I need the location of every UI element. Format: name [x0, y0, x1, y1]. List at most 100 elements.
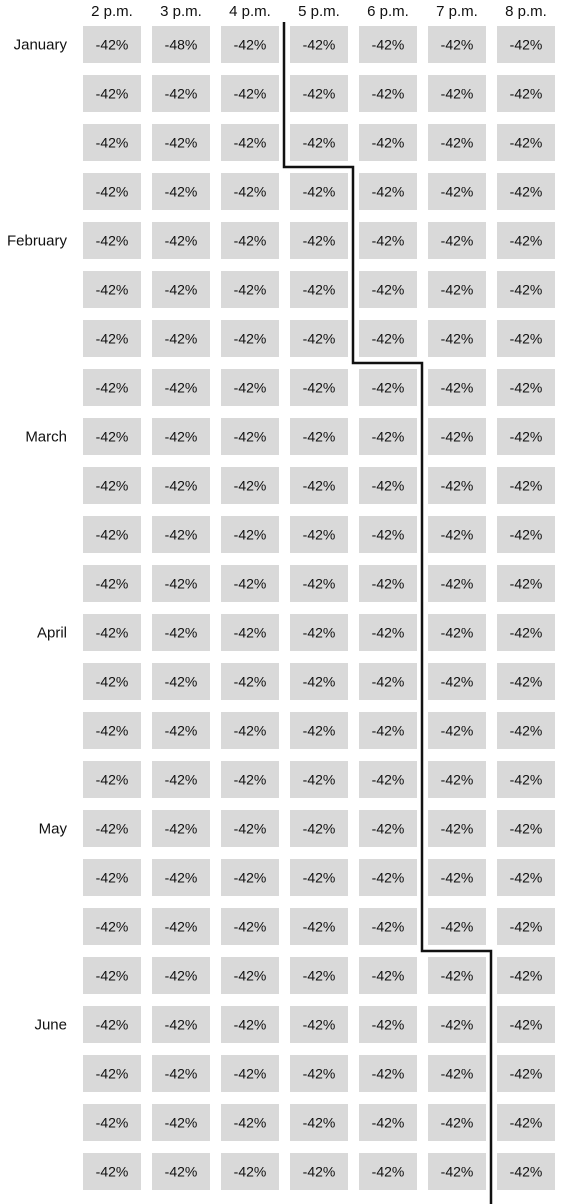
heatmap-cell: -42%	[497, 1006, 555, 1043]
cell-background	[359, 1055, 417, 1092]
heatmap-cell: -42%	[152, 565, 210, 602]
cell-background	[428, 761, 486, 798]
cell-background	[221, 320, 279, 357]
cell-value: -42%	[510, 380, 543, 396]
cell-value: -42%	[441, 968, 474, 984]
heatmap-cells: -42% -48% -42% -42% -42% -42% -42% -42% -42% -42%…	[83, 26, 555, 1190]
cell-background	[290, 124, 348, 161]
cell-value: -42%	[441, 821, 474, 837]
cell-value: -42%	[372, 331, 405, 347]
cell-background	[83, 565, 141, 602]
cell-value: -42%	[234, 478, 267, 494]
column-label: 8 p.m.	[505, 3, 547, 20]
cell-value: -42%	[165, 968, 198, 984]
cell-value: -42%	[165, 723, 198, 739]
boundary-line	[282, 22, 493, 1204]
cell-background	[290, 1104, 348, 1141]
heatmap-cell: -42%	[497, 565, 555, 602]
cell-value: -42%	[441, 478, 474, 494]
cell-background	[152, 810, 210, 847]
cell-value: -42%	[441, 576, 474, 592]
heatmap-cell: -42%	[359, 320, 417, 357]
heatmap-cell: -42%	[290, 1006, 348, 1043]
heatmap-cell: -42%	[359, 516, 417, 553]
cell-value: -42%	[234, 674, 267, 690]
heatmap-cell: -42%	[83, 75, 141, 112]
cell-value: -42%	[372, 772, 405, 788]
heatmap-cell: -42%	[221, 75, 279, 112]
heatmap-cell: -42%	[152, 369, 210, 406]
cell-background	[359, 271, 417, 308]
cell-background	[428, 1055, 486, 1092]
cell-value: -42%	[303, 37, 336, 53]
cell-value: -42%	[303, 674, 336, 690]
cell-background	[428, 957, 486, 994]
heatmap-cell: -42%	[359, 565, 417, 602]
cell-background	[428, 26, 486, 63]
cell-value: -42%	[441, 1164, 474, 1180]
column-label: 7 p.m.	[436, 3, 478, 20]
cell-value: -42%	[372, 870, 405, 886]
cell-value: -42%	[510, 429, 543, 445]
cell-value: -42%	[441, 1115, 474, 1131]
heatmap-cell: -42%	[221, 712, 279, 749]
heatmap-cell: -42%	[497, 810, 555, 847]
cell-background	[152, 271, 210, 308]
cell-value: -42%	[165, 86, 198, 102]
heatmap-cell: -42%	[359, 810, 417, 847]
cell-background	[221, 712, 279, 749]
heatmap-cell: -42%	[290, 810, 348, 847]
cell-value: -42%	[165, 135, 198, 151]
cell-background	[83, 1006, 141, 1043]
cell-background	[83, 957, 141, 994]
heatmap-cell: -42%	[290, 222, 348, 259]
heatmap-cell: -42%	[497, 320, 555, 357]
cell-value: -42%	[165, 184, 198, 200]
heatmap-cell: -42%	[359, 369, 417, 406]
cell-background	[152, 761, 210, 798]
cell-background	[290, 859, 348, 896]
cell-background	[428, 1006, 486, 1043]
cell-background	[497, 614, 555, 651]
heatmap-cell: -42%	[290, 467, 348, 504]
cell-value: -42%	[372, 1017, 405, 1033]
cell-background	[428, 124, 486, 161]
cell-background	[497, 1104, 555, 1141]
heatmap-cell: -42%	[428, 271, 486, 308]
heatmap-cell: -42%	[497, 124, 555, 161]
column-label: 5 p.m.	[298, 3, 340, 20]
cell-background	[290, 565, 348, 602]
heatmap-cell: -42%	[359, 614, 417, 651]
cell-value: -42%	[372, 429, 405, 445]
cell-background	[428, 712, 486, 749]
cell-value: -42%	[510, 478, 543, 494]
cell-background	[152, 516, 210, 553]
heatmap-cell: -42%	[221, 320, 279, 357]
cell-background	[497, 75, 555, 112]
heatmap-cell: -42%	[221, 222, 279, 259]
heatmap-cell: -42%	[221, 467, 279, 504]
cell-background	[83, 614, 141, 651]
cell-value: -42%	[303, 821, 336, 837]
cell-background	[221, 222, 279, 259]
cell-background	[290, 467, 348, 504]
cell-background	[497, 1153, 555, 1190]
cell-value: -42%	[234, 282, 267, 298]
cell-background	[152, 26, 210, 63]
cell-value: -42%	[303, 625, 336, 641]
heatmap-cell: -42%	[221, 1104, 279, 1141]
heatmap-cell: -42%	[290, 859, 348, 896]
cell-background	[83, 712, 141, 749]
cell-value: -42%	[441, 380, 474, 396]
cell-value: -42%	[165, 674, 198, 690]
heatmap-cell: -42%	[83, 565, 141, 602]
cell-background	[359, 810, 417, 847]
cell-value: -42%	[96, 37, 129, 53]
cell-background	[221, 75, 279, 112]
cell-background	[290, 957, 348, 994]
cell-background	[290, 222, 348, 259]
heatmap-cell: -42%	[152, 663, 210, 700]
cell-background	[221, 418, 279, 455]
cell-background	[497, 1055, 555, 1092]
cell-value: -42%	[96, 723, 129, 739]
